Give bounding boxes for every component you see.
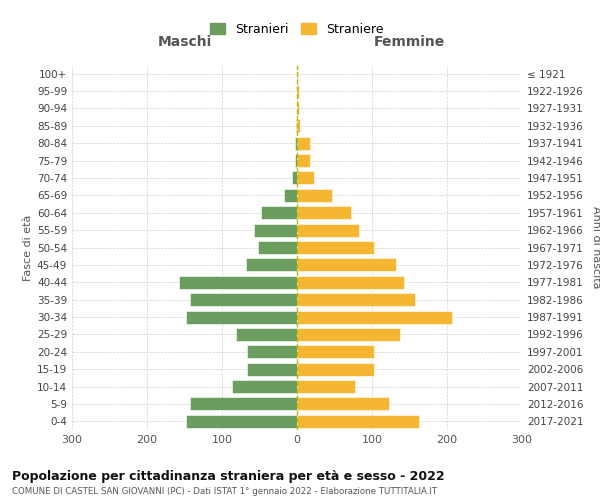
Bar	[258, 241, 297, 254]
Bar	[295, 136, 297, 149]
Y-axis label: Anni di nascita: Anni di nascita	[590, 206, 600, 289]
Bar	[284, 189, 297, 202]
Bar	[186, 415, 297, 428]
Text: Popolazione per cittadinanza straniera per età e sesso - 2022: Popolazione per cittadinanza straniera p…	[12, 470, 445, 483]
Bar	[297, 276, 404, 289]
Bar	[190, 293, 297, 306]
Bar	[297, 380, 355, 393]
Bar	[297, 102, 299, 115]
Bar	[297, 154, 310, 167]
Bar	[297, 398, 389, 410]
Bar	[186, 310, 297, 324]
Bar	[232, 380, 297, 393]
Bar	[297, 362, 373, 376]
Bar	[295, 154, 297, 167]
Bar	[297, 241, 373, 254]
Bar	[296, 120, 297, 132]
Bar	[179, 276, 297, 289]
Bar	[297, 224, 359, 236]
Bar	[297, 172, 314, 184]
Text: COMUNE DI CASTEL SAN GIOVANNI (PC) - Dati ISTAT 1° gennaio 2022 - Elaborazione T: COMUNE DI CASTEL SAN GIOVANNI (PC) - Dat…	[12, 488, 437, 496]
Bar	[235, 328, 297, 341]
Bar	[261, 206, 297, 220]
Bar	[297, 328, 400, 341]
Bar	[247, 346, 297, 358]
Bar	[297, 84, 299, 98]
Bar	[297, 415, 419, 428]
Bar	[297, 120, 300, 132]
Bar	[297, 310, 452, 324]
Bar	[297, 189, 332, 202]
Bar	[292, 172, 297, 184]
Text: Femmine: Femmine	[374, 34, 445, 48]
Bar	[254, 224, 297, 236]
Text: Maschi: Maschi	[157, 34, 212, 48]
Bar	[297, 206, 351, 220]
Bar	[297, 67, 298, 80]
Y-axis label: Fasce di età: Fasce di età	[23, 214, 33, 280]
Bar	[297, 136, 310, 149]
Bar	[297, 346, 373, 358]
Legend: Stranieri, Straniere: Stranieri, Straniere	[208, 20, 386, 38]
Bar	[246, 258, 297, 272]
Bar	[297, 293, 415, 306]
Bar	[297, 258, 396, 272]
Bar	[190, 398, 297, 410]
Bar	[247, 362, 297, 376]
